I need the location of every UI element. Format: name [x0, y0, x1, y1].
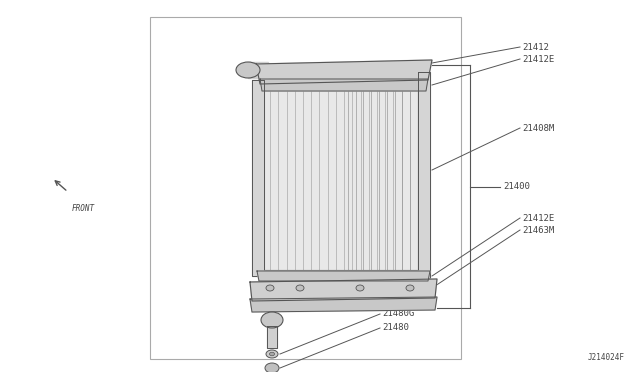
Polygon shape: [262, 88, 418, 270]
Text: 21412E: 21412E: [522, 214, 554, 222]
Polygon shape: [252, 80, 264, 276]
Ellipse shape: [356, 285, 364, 291]
Polygon shape: [267, 326, 277, 348]
Polygon shape: [250, 279, 437, 301]
Text: 21463M: 21463M: [522, 225, 554, 234]
Text: 21408M: 21408M: [522, 124, 554, 132]
Bar: [150, 17, 461, 359]
Ellipse shape: [406, 285, 414, 291]
Polygon shape: [257, 271, 430, 281]
Ellipse shape: [265, 363, 279, 372]
Polygon shape: [248, 62, 268, 78]
Polygon shape: [418, 72, 430, 278]
Ellipse shape: [266, 350, 278, 358]
Text: 21480: 21480: [382, 324, 409, 333]
Polygon shape: [250, 297, 437, 312]
Polygon shape: [260, 79, 428, 91]
Text: 21412E: 21412E: [522, 55, 554, 64]
Ellipse shape: [261, 312, 283, 328]
Text: FRONT: FRONT: [72, 204, 95, 213]
Text: J214024F: J214024F: [588, 353, 625, 362]
Ellipse shape: [296, 285, 304, 291]
Ellipse shape: [236, 62, 260, 78]
Ellipse shape: [266, 285, 274, 291]
Text: 21412: 21412: [522, 42, 549, 51]
Text: 21400: 21400: [503, 182, 530, 191]
Ellipse shape: [269, 352, 275, 356]
Text: 21480G: 21480G: [382, 310, 414, 318]
Polygon shape: [256, 60, 432, 84]
